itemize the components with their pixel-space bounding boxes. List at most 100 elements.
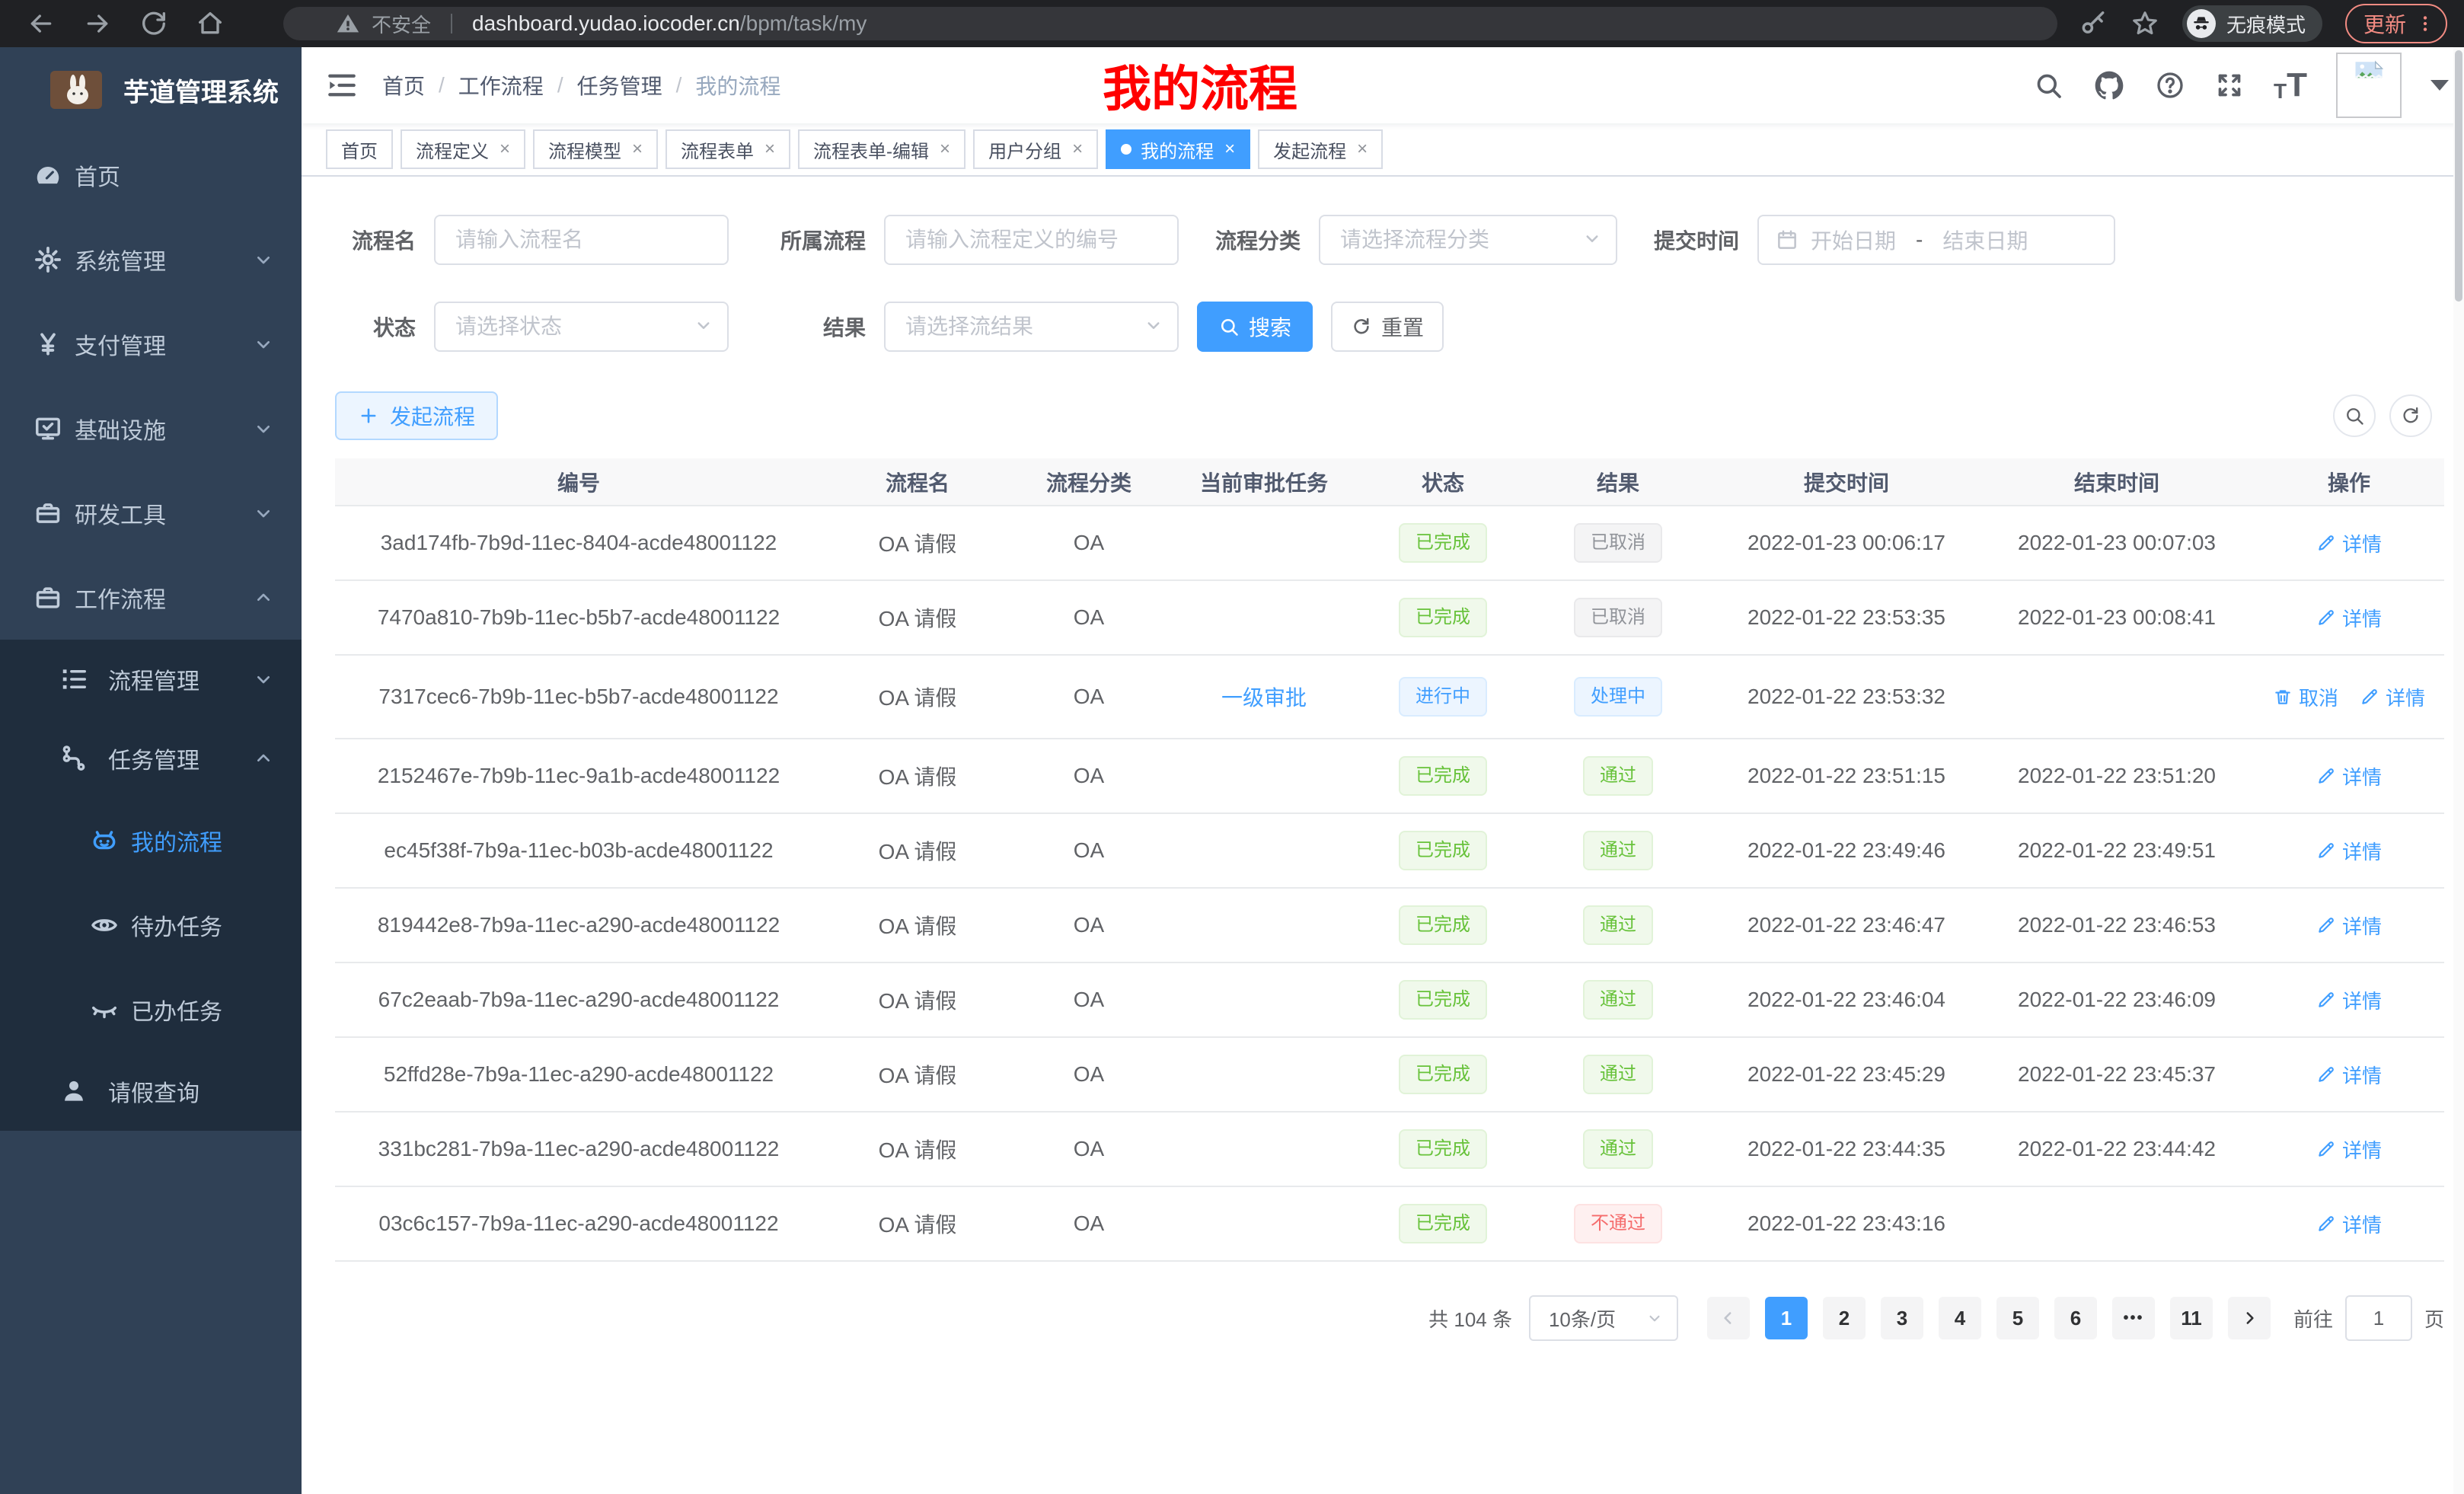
tab-start-process[interactable]: 发起流程 × — [1258, 129, 1384, 169]
github-icon[interactable] — [2092, 69, 2126, 102]
plus-icon — [361, 408, 376, 423]
page-button-3[interactable]: 3 — [1880, 1297, 1923, 1339]
close-icon[interactable]: × — [940, 139, 951, 159]
detail-button[interactable]: 详情 — [2316, 762, 2382, 790]
result-select-input[interactable] — [884, 302, 1179, 352]
status-select[interactable] — [434, 302, 729, 352]
detail-button[interactable]: 详情 — [2316, 1135, 2382, 1164]
search-icon[interactable] — [2033, 70, 2063, 101]
page-button-6[interactable]: 6 — [2054, 1297, 2097, 1339]
cell-submit-time: 2022-01-22 23:45:29 — [1713, 1037, 1980, 1113]
address-bar[interactable]: 不安全 dashboard.yudao.iocoder.cn/bpm/task/… — [283, 7, 2057, 40]
page-button-1[interactable]: 1 — [1764, 1297, 1808, 1339]
sidebar-item-label: 工作流程 — [75, 587, 166, 613]
detail-button[interactable]: 详情 — [2316, 1061, 2382, 1089]
detail-button[interactable]: 详情 — [2316, 604, 2382, 632]
page-button-5[interactable]: 5 — [1996, 1297, 2039, 1339]
filter-row-2: 状态 结果 搜索 重置 — [335, 302, 2444, 352]
browser-home-icon[interactable] — [195, 8, 225, 39]
refresh-table-button[interactable] — [2389, 394, 2432, 437]
page-button-4[interactable]: 4 — [1938, 1297, 1981, 1339]
chevron-down-icon — [251, 501, 276, 525]
avatar-caret-icon[interactable] — [2430, 80, 2449, 91]
sidebar-item-task-mgmt[interactable]: 任务管理 — [0, 719, 302, 798]
create-process-button[interactable]: 发起流程 — [335, 391, 499, 440]
close-icon[interactable]: × — [632, 139, 643, 159]
sidebar-item-devtools[interactable]: 研发工具 — [0, 471, 302, 555]
detail-button[interactable]: 详情 — [2316, 986, 2382, 1014]
close-icon[interactable]: × — [1224, 139, 1236, 159]
avatar[interactable] — [2336, 53, 2402, 118]
page-more-button[interactable]: ••• — [2111, 1297, 2155, 1339]
sidebar-item-workflow[interactable]: 工作流程 — [0, 555, 302, 640]
security-warning-icon[interactable] — [335, 11, 361, 37]
page-button-11[interactable]: 11 — [2169, 1297, 2213, 1339]
close-icon[interactable]: × — [1072, 139, 1084, 159]
tab-process-definition[interactable]: 流程定义 × — [401, 129, 526, 169]
process-id-input[interactable] — [884, 215, 1179, 265]
sidebar-item-my-process[interactable]: 我的流程 — [0, 798, 302, 883]
sidebar-item-todo-tasks[interactable]: 待办任务 — [0, 883, 302, 967]
search-button[interactable]: 搜索 — [1197, 302, 1313, 352]
browser-update-button[interactable]: 更新 — [2344, 4, 2447, 43]
close-icon[interactable]: × — [1357, 139, 1368, 159]
fullscreen-icon[interactable] — [2214, 70, 2245, 101]
result-select[interactable] — [884, 302, 1179, 352]
sidebar-item-infrastructure[interactable]: 基础设施 — [0, 386, 302, 471]
page-size-select[interactable]: 10条/页 — [1528, 1295, 1678, 1341]
category-select-input[interactable] — [1319, 215, 1618, 265]
breadcrumb-item[interactable]: 首页 — [382, 75, 426, 98]
process-name-input[interactable] — [434, 215, 729, 265]
status-select-input[interactable] — [434, 302, 729, 352]
close-icon[interactable]: × — [764, 139, 776, 159]
password-key-icon[interactable] — [2079, 9, 2108, 38]
cell-end-time — [1980, 655, 2254, 739]
breadcrumb-item[interactable]: 任务管理 — [576, 75, 662, 98]
page-button-2[interactable]: 2 — [1822, 1297, 1866, 1339]
tab-process-form-edit[interactable]: 流程表单-编辑 × — [798, 129, 966, 169]
category-select[interactable] — [1319, 215, 1618, 265]
detail-button[interactable]: 详情 — [2360, 683, 2425, 711]
jump-page-input[interactable] — [2344, 1295, 2412, 1341]
tab-my-process[interactable]: 我的流程 × — [1106, 129, 1251, 169]
bookmark-star-icon[interactable] — [2130, 9, 2159, 38]
current-task-link[interactable]: 一级审批 — [1221, 686, 1307, 710]
tab-label: 首页 — [341, 141, 378, 162]
help-icon[interactable] — [2155, 70, 2185, 101]
reset-button[interactable]: 重置 — [1331, 302, 1444, 352]
sidebar-item-done-tasks[interactable]: 已办任务 — [0, 967, 302, 1052]
next-page-button[interactable] — [2227, 1297, 2271, 1339]
submit-time-range-picker[interactable]: 开始日期 - 结束日期 — [1757, 215, 2116, 265]
browser-back-icon[interactable] — [26, 8, 56, 39]
scrollbar[interactable] — [2453, 47, 2464, 1494]
sidebar-item-system[interactable]: 系统管理 — [0, 217, 302, 302]
scrollbar-thumb[interactable] — [2455, 50, 2462, 302]
toggle-search-button[interactable] — [2333, 394, 2376, 437]
tab-process-form[interactable]: 流程表单 × — [665, 129, 791, 169]
sidebar-fold-icon[interactable] — [326, 69, 358, 101]
tab-user-group[interactable]: 用户分组 × — [973, 129, 1099, 169]
cell-category: OA — [1013, 506, 1165, 581]
browser-reload-icon[interactable] — [139, 8, 169, 39]
tab-home[interactable]: 首页 — [326, 129, 393, 169]
sidebar-item-process-mgmt[interactable]: 流程管理 — [0, 640, 302, 719]
tab-process-model[interactable]: 流程模型 × — [533, 129, 659, 169]
browser-forward-icon[interactable] — [82, 8, 113, 39]
sidebar-item-leave-query[interactable]: 请假查询 — [0, 1052, 302, 1131]
pencil-icon — [2319, 610, 2334, 625]
breadcrumb-item[interactable]: 工作流程 — [458, 75, 544, 98]
detail-button[interactable]: 详情 — [2316, 1210, 2382, 1238]
detail-button[interactable]: 详情 — [2316, 837, 2382, 865]
cancel-button[interactable]: 取消 — [2273, 683, 2338, 711]
sidebar-item-payment[interactable]: 支付管理 — [0, 302, 302, 386]
close-icon[interactable]: × — [500, 139, 511, 159]
update-label: 更新 — [2363, 13, 2406, 37]
security-label[interactable]: 不安全 — [372, 13, 432, 37]
prev-page-button[interactable] — [1706, 1297, 1750, 1339]
sidebar-item-label: 支付管理 — [75, 334, 166, 359]
sidebar-item-home[interactable]: 首页 — [0, 132, 302, 217]
pencil-icon — [2319, 843, 2334, 858]
detail-button[interactable]: 详情 — [2316, 911, 2382, 940]
detail-button[interactable]: 详情 — [2316, 529, 2382, 557]
